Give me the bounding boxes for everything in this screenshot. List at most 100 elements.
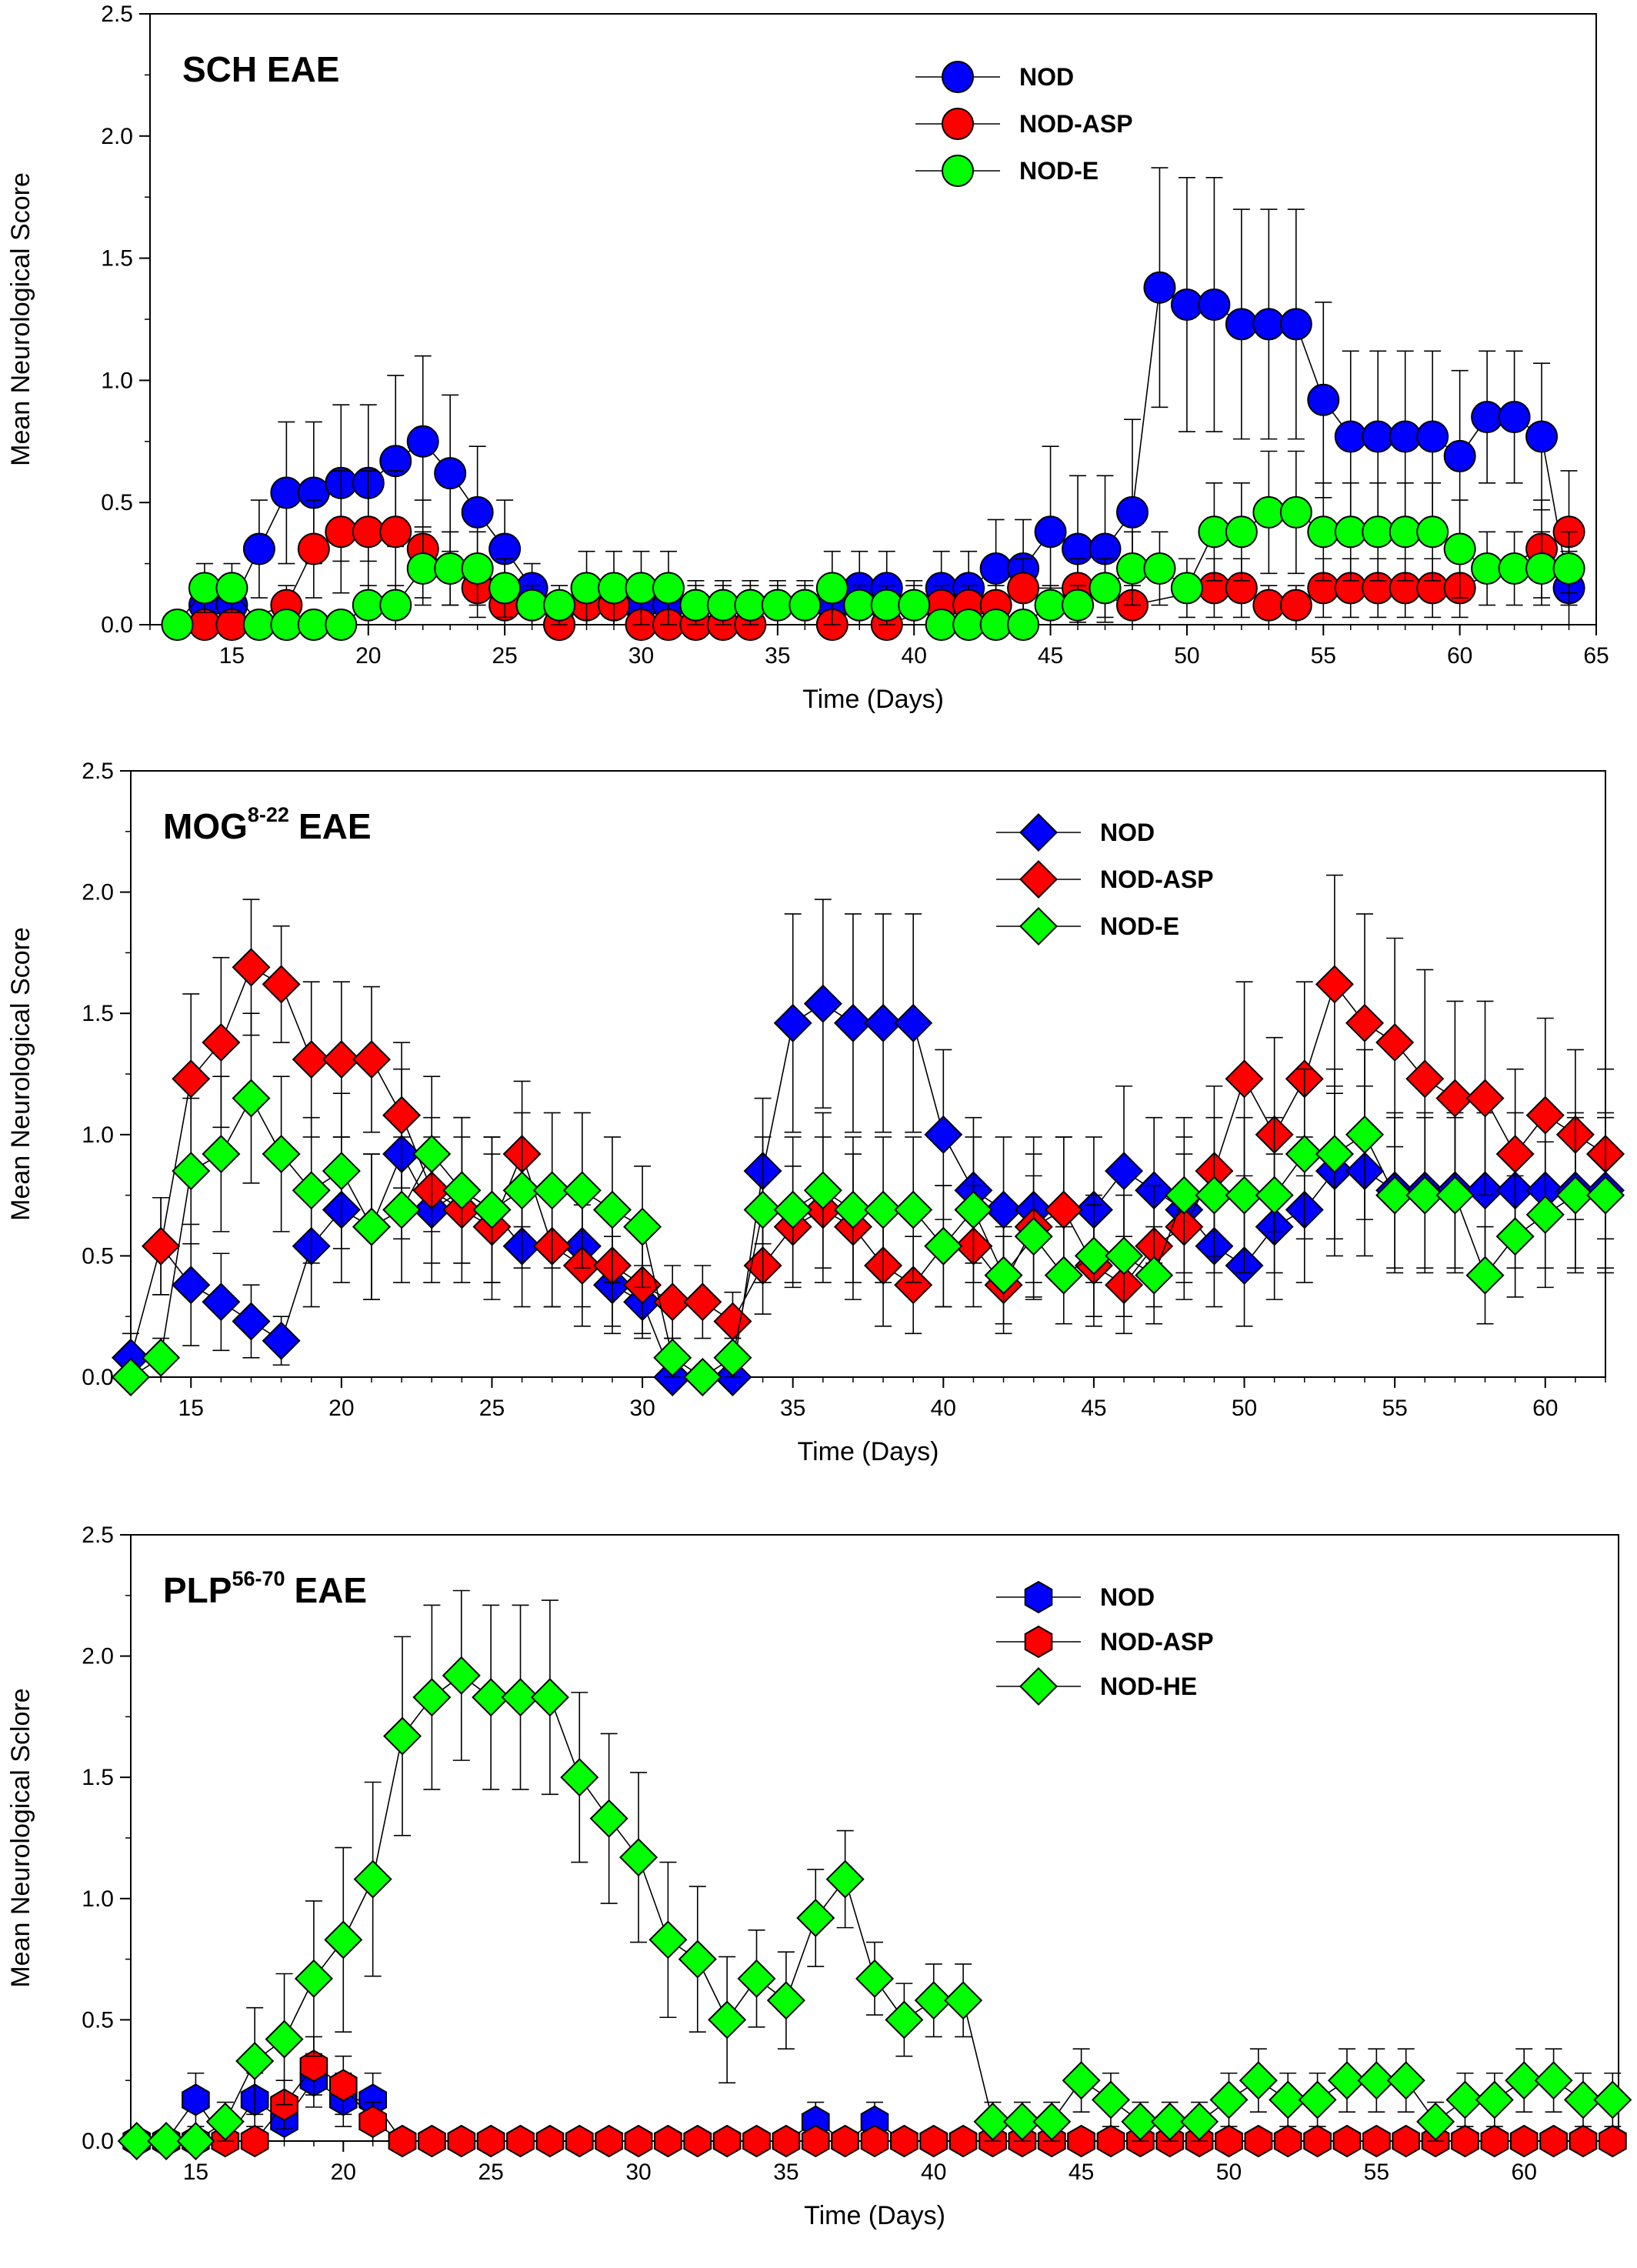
data-point: [1465, 1079, 1505, 1118]
y-tick-label: 2.0: [82, 1644, 114, 1669]
data-point: [232, 948, 271, 987]
legend-label: NOD-ASP: [1100, 1628, 1214, 1656]
data-point: [1345, 1003, 1385, 1042]
legend-marker: [1024, 1580, 1053, 1614]
data-point: [297, 609, 330, 641]
x-tick-label: 35: [773, 2160, 798, 2185]
legend-marker: [1019, 906, 1059, 946]
data-point: [1044, 1256, 1083, 1295]
data-point: [506, 2124, 535, 2158]
data-point: [1334, 515, 1367, 549]
data-point: [1386, 2061, 1425, 2100]
data-point: [1435, 1079, 1475, 1118]
data-point: [1445, 2080, 1485, 2120]
data-point: [1170, 572, 1203, 605]
data-point: [843, 589, 876, 622]
x-tick-label: 20: [355, 643, 381, 669]
data-point: [815, 572, 849, 605]
data-point: [984, 1256, 1023, 1295]
data-point: [860, 2124, 889, 2158]
data-point: [952, 609, 985, 641]
data-point: [678, 1939, 717, 1979]
data-point: [796, 1899, 835, 1938]
y-tick-label: 0.5: [82, 2007, 114, 2033]
data-point: [188, 572, 221, 605]
data-point: [176, 2121, 215, 2161]
data-point: [894, 1003, 933, 1042]
data-point: [299, 2050, 328, 2083]
x-tick-label: 45: [1069, 2160, 1094, 2185]
data-point: [147, 2121, 186, 2161]
data-point: [1143, 552, 1176, 585]
data-point: [855, 1959, 895, 1998]
data-point: [472, 1678, 511, 1717]
data-point: [1091, 2080, 1130, 2120]
series-nod-e: [161, 450, 1585, 641]
data-point: [973, 2102, 1012, 2141]
data-point: [472, 1190, 512, 1229]
data-point: [683, 2124, 712, 2158]
data-point: [215, 572, 248, 605]
data-point: [265, 2020, 304, 2059]
data-point: [1244, 2124, 1273, 2158]
data-point: [683, 1282, 722, 1322]
data-point: [1252, 589, 1285, 622]
data-point: [1435, 1176, 1475, 1215]
data-point: [1014, 1217, 1053, 1256]
data-point: [1362, 420, 1395, 453]
legend-marker: [942, 61, 974, 93]
data-point: [353, 1859, 392, 1899]
data-point: [1170, 288, 1203, 321]
data-point: [111, 1357, 151, 1397]
data-point: [1471, 552, 1504, 585]
data-point: [679, 589, 712, 622]
data-point: [1198, 288, 1231, 321]
data-point: [1044, 1190, 1083, 1229]
data-point: [1252, 308, 1285, 341]
data-point: [1525, 420, 1559, 453]
data-point: [1225, 1176, 1264, 1215]
data-point: [619, 1838, 658, 1877]
panel-title: SCH EAE: [182, 49, 339, 89]
data-point: [461, 552, 494, 585]
data-point: [766, 1981, 805, 2020]
data-point: [388, 2124, 417, 2158]
data-point: [434, 457, 467, 490]
x-axis-label: Time (Days): [802, 685, 944, 714]
y-tick-label: 0.0: [101, 612, 133, 638]
data-point: [1525, 1096, 1565, 1135]
data-point: [1007, 572, 1040, 605]
data-point: [1539, 2124, 1568, 2158]
data-point: [1416, 515, 1449, 549]
data-point: [1555, 1176, 1595, 1215]
data-point: [1062, 589, 1095, 622]
data-point: [202, 1135, 241, 1174]
data-point: [1405, 1176, 1445, 1215]
legend-label: NOD: [1100, 819, 1155, 846]
data-point: [182, 2083, 210, 2116]
data-point: [623, 1207, 662, 1246]
data-point: [1279, 495, 1312, 529]
data-point: [1279, 308, 1312, 341]
data-point: [1471, 401, 1504, 434]
x-tick-label: 40: [902, 643, 927, 669]
data-point: [1375, 1023, 1415, 1062]
data-point: [1298, 2080, 1337, 2120]
y-tick-label: 1.0: [82, 1122, 114, 1148]
data-point: [1269, 2080, 1308, 2120]
data-point: [1307, 383, 1340, 416]
data-point: [737, 1959, 776, 1998]
data-point: [949, 2124, 978, 2158]
data-point: [772, 2124, 801, 2158]
x-tick-label: 55: [1311, 643, 1336, 669]
x-tick-label: 55: [1382, 1396, 1407, 1421]
data-point: [898, 589, 931, 622]
y-tick-label: 2.5: [82, 1523, 114, 1548]
data-point: [530, 1678, 569, 1717]
data-point: [1443, 532, 1476, 565]
data-point: [535, 2124, 565, 2158]
legend: NOD NOD-ASP NOD-E: [996, 812, 1214, 946]
data-point: [1034, 589, 1067, 622]
series-nod-e: [111, 1012, 1625, 1397]
